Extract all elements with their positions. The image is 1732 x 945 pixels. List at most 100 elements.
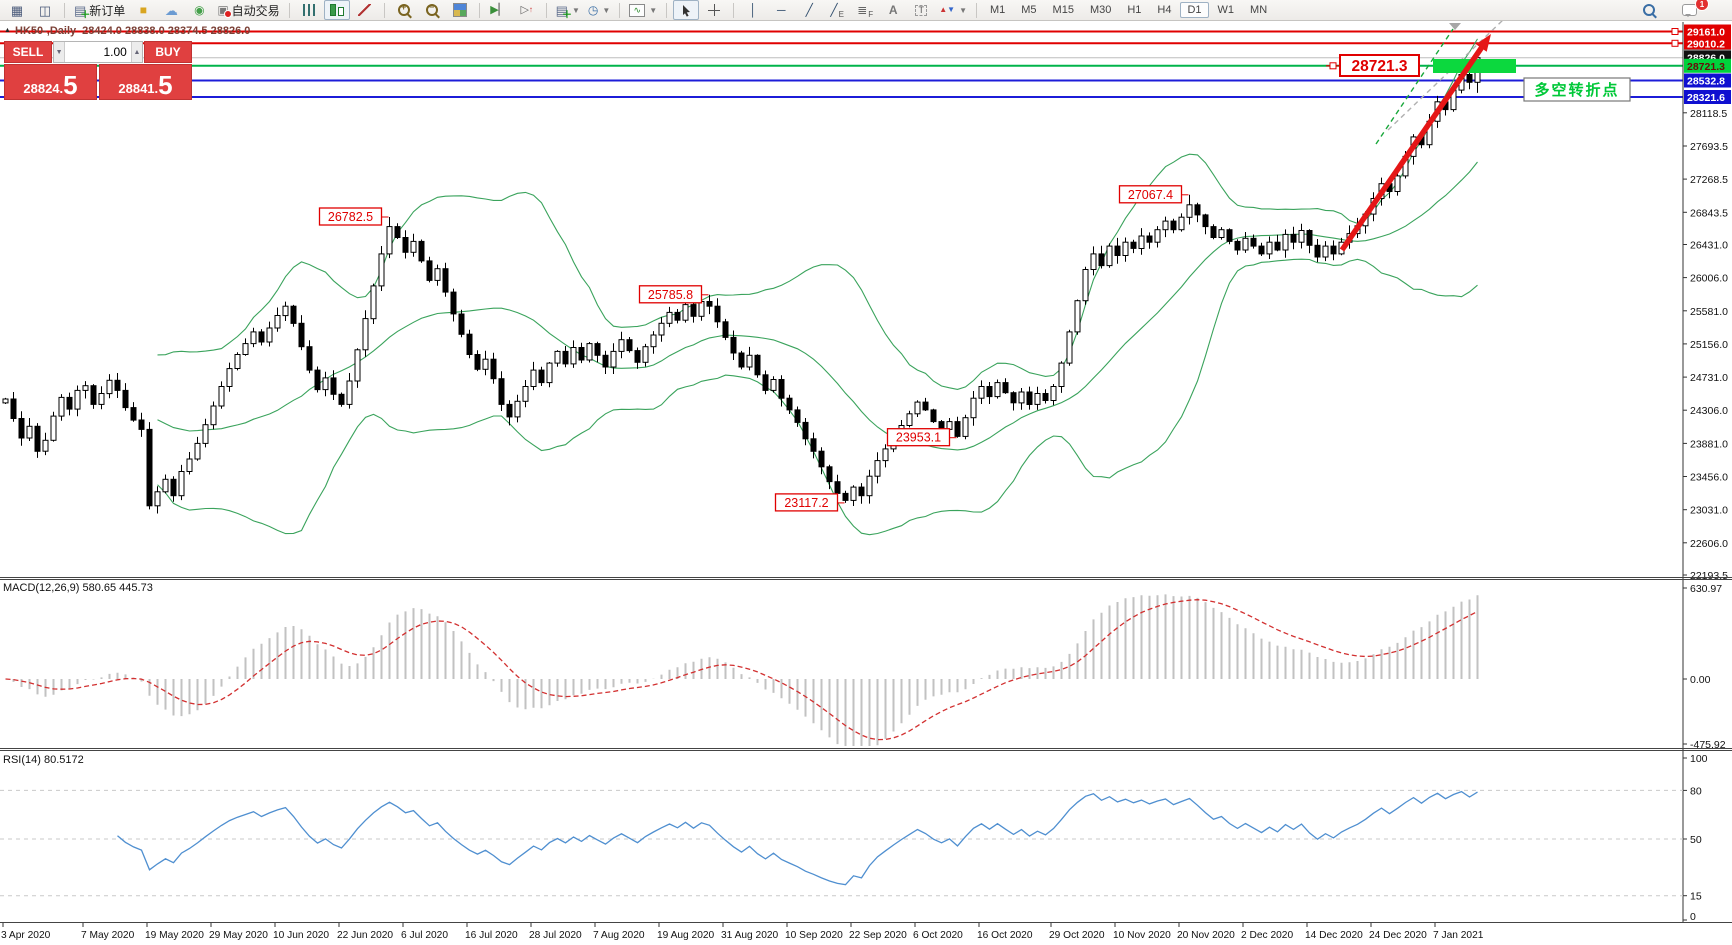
- channel-icon: ╱: [830, 3, 838, 17]
- zoom-in-button[interactable]: +: [391, 0, 417, 20]
- svg-text:22606.0: 22606.0: [1690, 538, 1728, 550]
- period-button[interactable]: ◷ ▼: [585, 0, 613, 20]
- volume-input[interactable]: [65, 42, 131, 62]
- oneclick-collapse-icon[interactable]: ▲: [4, 27, 11, 34]
- signal-icon: ◉: [194, 3, 205, 17]
- channel-tool[interactable]: ╱ E: [830, 3, 844, 19]
- date-tick-label: 22 Jun 2020: [337, 930, 393, 941]
- separator: [545, 2, 547, 18]
- sell-price-display[interactable]: 28824. 5: [4, 64, 97, 100]
- note-text: 多空转折点: [1534, 81, 1619, 99]
- ohlc-values: 28424.0 28838.0 28374.5 28826.0: [82, 25, 251, 37]
- volume-up-button[interactable]: ▲: [130, 42, 142, 62]
- svg-text:29010.2: 29010.2: [1687, 38, 1725, 50]
- crosshair-tool-button[interactable]: [701, 0, 727, 20]
- svg-text:15: 15: [1690, 891, 1702, 903]
- sell-price-big: 5: [63, 70, 78, 100]
- history-box-icon: ■: [139, 3, 147, 17]
- svg-text:23881.0: 23881.0: [1690, 438, 1728, 450]
- date-tick-label: 19 Aug 2020: [657, 930, 715, 941]
- svg-text:22193.5: 22193.5: [1690, 570, 1728, 582]
- chart-shift-button[interactable]: ▷ ↑: [514, 0, 540, 20]
- autotrade-button[interactable]: ▣ 自动交易: [214, 0, 282, 20]
- new-chart-button[interactable]: ▦: [4, 0, 30, 20]
- search-button[interactable]: [1636, 0, 1662, 20]
- text-label-tool[interactable]: T: [908, 0, 934, 20]
- macd-indicator-label: MACD(12,26,9) 580.65 445.73: [3, 582, 153, 594]
- price-annotation-box: [1118, 185, 1183, 204]
- svg-text:23031.0: 23031.0: [1690, 505, 1728, 517]
- fibonacci-icon: ≣: [857, 3, 868, 17]
- timeframe-m15[interactable]: M15: [1052, 4, 1074, 16]
- buy-price-display[interactable]: 28841. 5: [99, 64, 192, 100]
- timeframe-h1[interactable]: H1: [1127, 4, 1142, 16]
- fibonacci-tool[interactable]: ≣ F: [857, 3, 874, 19]
- timeframe-h4[interactable]: H4: [1157, 4, 1172, 16]
- timeframe-mn[interactable]: MN: [1250, 4, 1268, 16]
- auto-scroll-button[interactable]: ▶ ▏: [486, 0, 512, 20]
- date-tick-label: 3 Apr 2020: [1, 930, 51, 941]
- timeframe-w1[interactable]: W1: [1217, 4, 1235, 16]
- chart-profile-button[interactable]: ◫: [32, 0, 58, 20]
- tile-windows-icon: [452, 3, 467, 17]
- line-chart-button[interactable]: [352, 0, 378, 20]
- volume-down-button[interactable]: ▼: [54, 42, 66, 62]
- template-button[interactable]: ▤ ＋ ▼: [553, 0, 583, 21]
- svg-text:28826.0: 28826.0: [1687, 53, 1725, 65]
- svg-text:28321.6: 28321.6: [1687, 92, 1725, 104]
- dropdown-arrow-icon: ▼: [571, 5, 580, 15]
- line-chart-icon: [358, 4, 372, 16]
- history-center-button[interactable]: ■: [130, 0, 156, 20]
- candlestick-chart-button[interactable]: [323, 0, 350, 20]
- chart-shift-icon: ▷ ↑: [520, 3, 533, 16]
- new-order-button[interactable]: ▤ ＋ 新订单: [71, 0, 128, 21]
- price-annotation: 26782.5: [328, 210, 373, 224]
- separator: [975, 2, 977, 18]
- svg-text:80: 80: [1690, 785, 1702, 797]
- timeframe-m5[interactable]: M5: [1021, 4, 1037, 16]
- svg-text:25156.0: 25156.0: [1690, 339, 1728, 351]
- date-tick-label: 7 May 2020: [81, 930, 135, 941]
- arrows-tool[interactable]: ▲ ▼ ▼: [936, 0, 970, 20]
- timeframe-d1[interactable]: D1: [1180, 2, 1209, 18]
- trendline-tool[interactable]: ╱: [796, 0, 822, 20]
- timeframe-m30[interactable]: M30: [1089, 4, 1112, 16]
- indicators-button[interactable]: ∿ ▼: [626, 0, 660, 20]
- separator: [383, 2, 385, 18]
- svg-text:50: 50: [1690, 834, 1702, 846]
- chart-title: HK50-,Daily 28424.0 28838.0 28374.5 28826…: [15, 25, 256, 37]
- bollinger-band-upper: [157, 38, 1478, 390]
- axis-price-tag: [1684, 24, 1731, 39]
- autotrade-icon: ▣: [217, 4, 232, 18]
- new-order-icon: ▤ ＋: [74, 2, 91, 21]
- svg-text:25581.0: 25581.0: [1690, 306, 1728, 318]
- vertical-line-tool[interactable]: │: [740, 0, 766, 20]
- cursor-tool-button[interactable]: [673, 0, 700, 20]
- sell-button[interactable]: SELL: [4, 41, 52, 63]
- notification-badge: 1: [1695, 0, 1709, 11]
- cloud-button[interactable]: ☁: [158, 0, 184, 20]
- sell-price-main: 28824.: [23, 80, 64, 96]
- text-tool[interactable]: A: [880, 0, 906, 20]
- date-tick-label: 7 Aug 2020: [593, 930, 645, 941]
- buy-button[interactable]: BUY: [144, 41, 192, 63]
- price-annotation: 27067.4: [1128, 188, 1173, 202]
- macd-histogram: [12, 594, 1479, 746]
- horizontal-line-tool[interactable]: ─: [768, 0, 794, 20]
- zoom-out-button[interactable]: −: [419, 0, 445, 20]
- date-tick-label: 10 Jun 2020: [273, 930, 329, 941]
- notifications-button[interactable]: 1: [1676, 0, 1709, 20]
- trend-arrow-head: [1476, 34, 1491, 52]
- signals-button[interactable]: ◉: [186, 0, 212, 20]
- tile-windows-button[interactable]: [447, 0, 473, 20]
- date-tick-label: 6 Jul 2020: [401, 930, 448, 941]
- date-tick-label: 29 Oct 2020: [1049, 930, 1105, 941]
- svg-text:26006.0: 26006.0: [1690, 273, 1728, 285]
- timeframe-m1[interactable]: M1: [989, 4, 1006, 16]
- profile-icon: ◫: [38, 2, 52, 18]
- date-tick-label: 7 Jan 2021: [1433, 930, 1484, 941]
- separator: [619, 2, 621, 18]
- bollinger-band-middle: [157, 161, 1478, 451]
- bar-chart-button[interactable]: [296, 0, 322, 20]
